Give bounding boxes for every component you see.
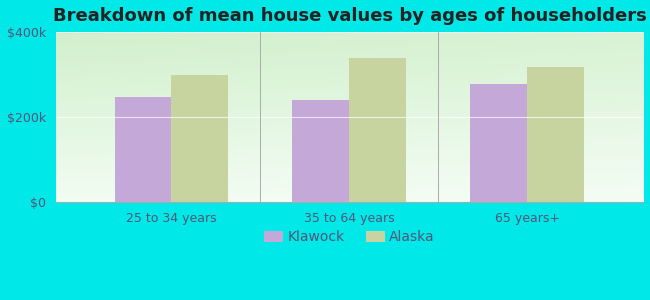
Legend: Klawock, Alaska: Klawock, Alaska bbox=[259, 224, 441, 250]
Bar bbox=[172, 75, 228, 202]
Bar bbox=[292, 100, 350, 202]
Bar bbox=[471, 84, 527, 202]
Bar bbox=[527, 67, 584, 202]
Bar bbox=[114, 97, 172, 202]
Title: Breakdown of mean house values by ages of householders: Breakdown of mean house values by ages o… bbox=[53, 7, 646, 25]
Bar bbox=[350, 58, 406, 202]
